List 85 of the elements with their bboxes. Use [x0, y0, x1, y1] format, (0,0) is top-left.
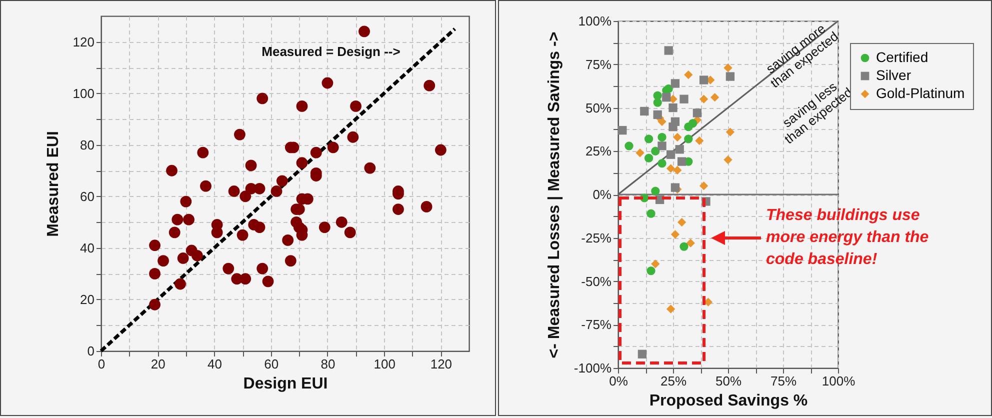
x-tick-label: 120	[430, 356, 452, 372]
y-tick-label: 20	[80, 292, 94, 307]
x-tick-label: 100	[374, 356, 396, 372]
x-tick-label: 25%	[660, 374, 687, 388]
point	[677, 218, 686, 227]
y-axis-title: Measured EUI	[44, 131, 62, 237]
x-tick-label: 100%	[822, 374, 856, 388]
point	[710, 93, 720, 102]
legend-label: Certified	[876, 49, 928, 65]
point	[670, 79, 680, 88]
point	[675, 145, 684, 154]
x-tick-label: 40	[207, 356, 222, 372]
y-tick-label: 100	[72, 86, 94, 101]
x-tick-label: 75%	[770, 374, 797, 388]
point	[699, 94, 708, 104]
point	[726, 128, 735, 136]
legend-label: Silver	[876, 67, 912, 83]
point	[658, 158, 666, 168]
x-tick-label: 50%	[715, 374, 742, 388]
point	[686, 238, 695, 248]
y-tick-label: -50%	[581, 274, 612, 289]
y-tick-label: 80	[80, 137, 94, 152]
point	[684, 134, 693, 144]
x-tick-label: 80	[320, 356, 336, 372]
x-tick-label: 0	[98, 356, 106, 372]
point	[692, 108, 702, 118]
point	[680, 242, 688, 251]
point	[680, 94, 688, 104]
point	[646, 209, 656, 218]
y-tick-label: 100%	[578, 14, 612, 28]
point	[668, 103, 678, 112]
point	[666, 304, 676, 314]
y-tick-label: -25%	[581, 230, 612, 246]
point	[646, 266, 656, 276]
point	[651, 260, 660, 268]
y-tick-label: 0	[87, 344, 94, 358]
point	[640, 106, 649, 116]
y-tick-label: -75%	[581, 317, 612, 332]
y-tick-label: 120	[72, 34, 94, 50]
point	[726, 72, 735, 81]
point	[644, 154, 654, 162]
point	[699, 76, 708, 84]
point	[668, 122, 678, 132]
y-tick-label: 0%	[592, 187, 612, 202]
annotation: Measured = Design -->	[262, 44, 401, 59]
point	[670, 230, 680, 239]
point	[651, 146, 660, 156]
point	[684, 70, 693, 80]
point	[624, 142, 634, 150]
point	[644, 134, 654, 144]
point	[666, 164, 676, 173]
point	[670, 183, 680, 192]
point	[636, 148, 644, 158]
point	[666, 150, 676, 159]
y-tick-label: 60	[80, 188, 94, 204]
annotation: These buildings use more energy than the code baseline!	[766, 207, 929, 268]
y-tick-label: -100%	[574, 360, 612, 376]
point	[699, 181, 708, 190]
x-tick-label: 20	[150, 356, 166, 372]
x-tick-label: 0%	[609, 374, 628, 388]
point	[658, 132, 666, 142]
y-tick-label: 25%	[585, 144, 612, 159]
point	[653, 98, 662, 107]
point	[724, 64, 732, 72]
point	[724, 155, 732, 164]
point	[658, 142, 666, 150]
legend-label: Gold-Platinum	[876, 85, 965, 101]
y-tick-label: 75%	[585, 56, 612, 72]
point	[638, 350, 647, 358]
y-tick-label: 40	[80, 240, 94, 256]
point	[662, 93, 671, 102]
x-axis-title: Proposed Savings %	[649, 392, 808, 410]
point	[673, 166, 682, 175]
point	[677, 157, 686, 166]
y-axis-title: <- Measured Losses | Measured Savings ->	[546, 32, 563, 358]
point	[651, 186, 660, 196]
x-axis-title: Design EUI	[243, 376, 328, 392]
point	[653, 110, 662, 120]
point	[673, 132, 682, 142]
point	[695, 136, 704, 146]
point	[688, 119, 698, 128]
x-tick-label: 60	[264, 356, 279, 372]
y-tick-label: 50%	[585, 100, 612, 116]
point	[618, 126, 627, 135]
point	[664, 46, 673, 55]
